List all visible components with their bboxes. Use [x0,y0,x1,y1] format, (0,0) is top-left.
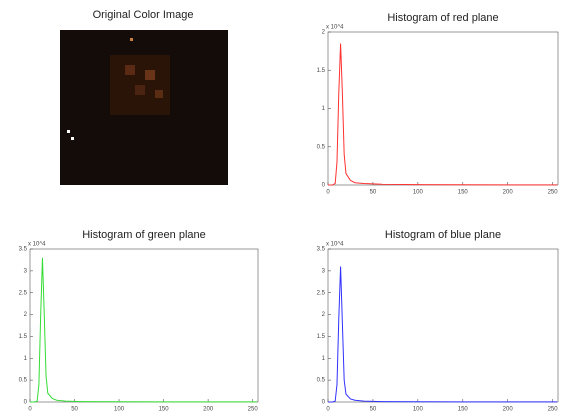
chart-title: Histogram of blue plane [385,229,501,241]
y-tick-label: 2.5 [317,290,326,296]
x-tick-label: 200 [503,407,514,413]
chart-title: Histogram of red plane [387,12,498,24]
x-tick-label: 0 [326,190,330,196]
y-tick-label: 3 [322,268,326,274]
x-tick-label: 150 [159,407,170,413]
y-tick-label: 0 [322,183,326,189]
x-tick-label: 0 [28,407,32,413]
image-title: Original Color Image [93,9,194,21]
x-tick-label: 50 [370,407,377,413]
y-tick-label: 3.5 [19,247,28,253]
plot-frame [30,249,258,402]
plot-frame [328,32,558,185]
y-tick-label: 3.5 [317,247,326,253]
y-exponent: x 10^4 [28,242,46,248]
y-exponent: x 10^4 [326,242,344,248]
figure: Original Color Image Histogram of red pl… [0,0,563,414]
y-tick-label: 1.5 [317,68,326,74]
x-tick-label: 50 [370,190,377,196]
y-tick-label: 0.5 [317,378,326,384]
x-tick-label: 200 [503,190,514,196]
chart-title: Histogram of green plane [82,229,206,241]
y-exponent: x 10^4 [326,25,344,31]
y-tick-label: 3 [24,268,28,274]
y-tick-label: 2 [322,312,326,318]
y-tick-label: 0.5 [19,378,28,384]
y-tick-label: 2 [24,312,28,318]
y-tick-label: 1 [322,106,326,112]
y-tick-label: 0 [24,400,28,406]
histogram-line [30,258,257,402]
histogram-line [328,266,557,402]
y-tick-label: 0.5 [317,144,326,150]
x-tick-label: 250 [548,190,559,196]
x-tick-label: 250 [248,407,259,413]
x-tick-label: 150 [458,407,469,413]
x-tick-label: 200 [203,407,214,413]
x-tick-label: 50 [71,407,78,413]
x-tick-label: 250 [548,407,559,413]
y-tick-label: 1.5 [317,334,326,340]
x-tick-label: 0 [326,407,330,413]
y-tick-label: 1.5 [19,334,28,340]
x-tick-label: 150 [458,190,469,196]
x-tick-label: 100 [413,190,424,196]
color-image [60,30,228,185]
histogram-line [328,43,557,185]
plot-frame [328,249,558,402]
y-tick-label: 1 [322,356,326,362]
y-tick-label: 2.5 [19,290,28,296]
y-tick-label: 1 [24,356,28,362]
x-tick-label: 100 [413,407,424,413]
y-tick-label: 0 [322,400,326,406]
x-tick-label: 100 [114,407,125,413]
